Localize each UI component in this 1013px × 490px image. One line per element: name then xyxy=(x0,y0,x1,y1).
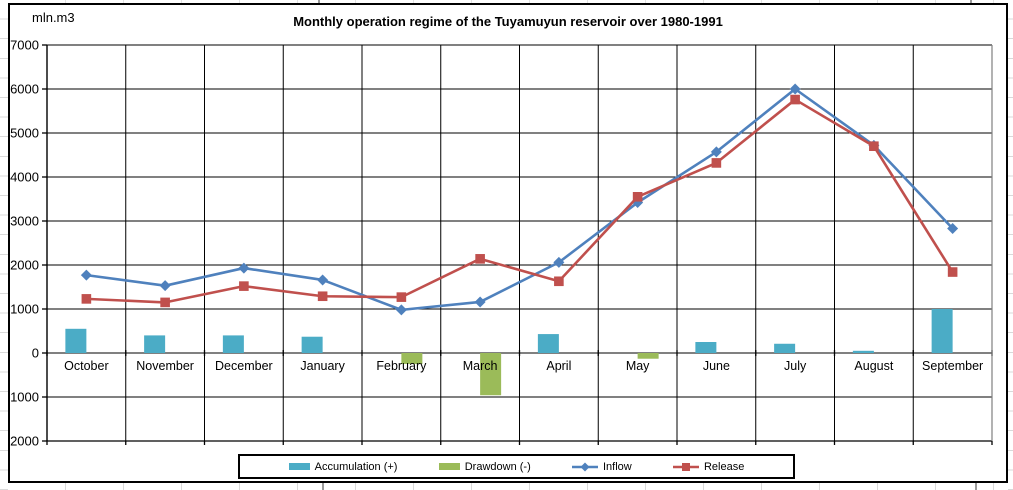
x-axis-month-label: September xyxy=(922,359,983,373)
legend-label: Release xyxy=(703,460,745,473)
y-axis-tick-label: 6000 xyxy=(10,82,39,97)
spreadsheet-gridlines-left xyxy=(0,0,8,490)
legend-item-drawdown: Drawdown (-) xyxy=(438,460,531,473)
plot-area: -2000 -1000 0 1000 2000 3000 4000 5000 6000 7000 O… xyxy=(10,38,993,449)
y-axis-tick-label: 7000 xyxy=(10,38,39,53)
x-axis-month-label: February xyxy=(376,359,427,373)
release-marker xyxy=(396,292,407,302)
bar-accumulation-january xyxy=(301,336,323,353)
x-axis-month-label: December xyxy=(215,359,273,373)
spreadsheet-column-divider xyxy=(318,0,320,3)
inflow-marker xyxy=(474,296,486,308)
spreadsheet-gridlines-top xyxy=(8,0,1008,3)
inflow-marker xyxy=(710,146,722,158)
bar-accumulation-september xyxy=(931,309,953,353)
bar-accumulation-april xyxy=(537,334,559,353)
legend-item-inflow: Inflow xyxy=(571,460,632,473)
x-axis-month-label: July xyxy=(784,359,807,373)
x-axis-month-label: October xyxy=(64,359,108,373)
legend: Accumulation (+) Drawdown (-) Inflow Releas… xyxy=(238,454,795,479)
x-axis-month-label: April xyxy=(546,359,571,373)
legend-swatch-bar xyxy=(288,463,310,470)
x-axis-month-label: March xyxy=(463,359,498,373)
inflow-marker xyxy=(159,280,171,292)
x-axis-month-label: January xyxy=(300,359,345,373)
legend-item-release: Release xyxy=(672,460,745,473)
spreadsheet-gridlines-bottom xyxy=(8,483,1008,490)
chart-title: Monthly operation regime of the Tuyamuyu… xyxy=(293,14,723,29)
legend-label: Accumulation (+) xyxy=(314,460,398,473)
y-axis-tick-label: 2000 xyxy=(10,258,39,273)
inflow-marker xyxy=(238,262,250,274)
bar-drawdown-march xyxy=(480,353,502,396)
y-axis-tick-label: 5000 xyxy=(10,126,39,141)
legend-swatch-square xyxy=(672,462,699,471)
legend-item-accumulation: Accumulation (+) xyxy=(288,460,398,473)
spreadsheet-column-divider xyxy=(970,0,972,3)
inflow-marker xyxy=(317,274,329,286)
bar-drawdown-may xyxy=(637,353,659,359)
x-axis-month-label: June xyxy=(703,359,730,373)
x-axis-month-label: August xyxy=(854,359,893,373)
spreadsheet-column-divider xyxy=(975,483,977,490)
x-axis-month-label: November xyxy=(136,359,194,373)
legend-swatch-bar xyxy=(438,463,460,470)
y-axis-tick-label: 0 xyxy=(32,346,39,361)
y-axis-tick-label: 1000 xyxy=(10,302,39,317)
inflow-marker xyxy=(80,269,92,281)
inflow-marker xyxy=(395,304,407,316)
inflow-marker xyxy=(553,256,565,268)
release-marker xyxy=(790,94,800,105)
release-marker xyxy=(554,276,564,287)
y-axis-tick-label: 4000 xyxy=(10,170,39,185)
release-marker xyxy=(475,254,485,264)
release-marker xyxy=(317,291,328,302)
bar-accumulation-july xyxy=(774,343,796,353)
legend-label: Inflow xyxy=(602,460,632,473)
x-axis-month-label: May xyxy=(626,359,650,373)
legend-label: Drawdown (-) xyxy=(464,460,531,473)
release-marker xyxy=(869,141,879,151)
release-marker xyxy=(239,281,249,291)
y-axis-tick-label: -1000 xyxy=(10,390,39,405)
release-marker xyxy=(160,297,170,308)
bar-drawdown-february xyxy=(401,353,423,364)
spreadsheet-column-divider xyxy=(322,483,324,490)
bar-accumulation-august xyxy=(852,350,874,353)
release-marker xyxy=(81,294,92,304)
bar-accumulation-october xyxy=(65,328,87,353)
inflow-line xyxy=(86,87,954,312)
y-axis-tick-label: -2000 xyxy=(10,434,39,449)
bar-accumulation-november xyxy=(144,335,166,353)
release-marker xyxy=(711,158,722,168)
release-marker xyxy=(632,192,643,202)
release-line xyxy=(86,98,954,304)
y-axis-tick-label: 3000 xyxy=(10,214,39,229)
inflow-marker xyxy=(947,222,959,234)
chart-container[interactable]: mln.m3 Monthly operation regime of the T… xyxy=(8,3,1008,483)
legend-swatch-diamond xyxy=(571,462,598,471)
bar-accumulation-june xyxy=(695,342,717,353)
y-axis-unit-label: mln.m3 xyxy=(32,10,75,25)
bar-accumulation-december xyxy=(222,335,244,353)
release-marker xyxy=(947,267,958,277)
inflow-marker xyxy=(789,83,801,95)
spreadsheet-gridlines-right xyxy=(1008,0,1013,490)
